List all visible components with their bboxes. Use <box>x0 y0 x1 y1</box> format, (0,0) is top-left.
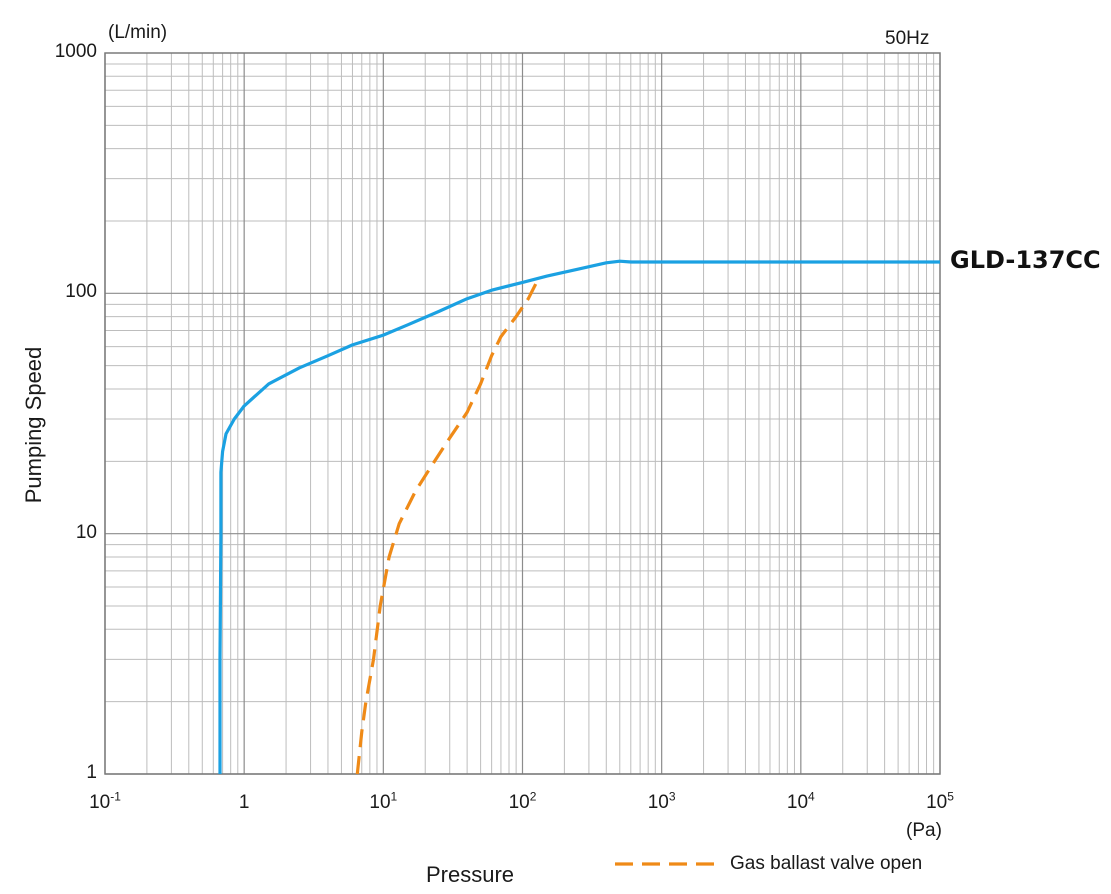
y-tick-label: 10 <box>75 521 97 543</box>
series-layer <box>218 259 940 775</box>
x-tick-exponent: 5 <box>947 789 954 804</box>
x-tick-base: 10 <box>786 792 809 813</box>
series-line-gas-ballast-valve-open <box>355 277 540 775</box>
x-tick-label: 104 <box>761 789 841 814</box>
series-label-gld-137cc: GLD-137CC <box>950 246 1101 274</box>
frequency-label: 50Hz <box>885 28 930 49</box>
x-tick-label: 102 <box>483 789 563 814</box>
plot-frame <box>104 52 941 775</box>
legend-label-gas-ballast: Gas ballast valve open <box>730 853 923 874</box>
x-tick-base: 10 <box>647 792 669 813</box>
x-axis-title: Pressure <box>426 862 515 887</box>
y-axis-unit: (L/min) <box>108 22 168 43</box>
y-tick-label: 1 <box>86 762 97 783</box>
y-tick-label: 100 <box>65 281 97 303</box>
major-gridlines <box>104 52 941 775</box>
x-tick-label: 1 <box>204 792 284 814</box>
x-tick-exponent: 1 <box>390 789 398 804</box>
x-tick-base: 10 <box>89 792 111 813</box>
x-tick-exponent: 2 <box>529 789 537 804</box>
y-tick-label: 1000 <box>54 41 97 62</box>
x-tick-label: 105 <box>900 789 980 814</box>
x-tick-exponent: 3 <box>668 789 676 804</box>
x-tick-label: 101 <box>343 789 423 814</box>
x-tick-exponent: 4 <box>808 789 815 804</box>
x-tick-base: 1 <box>238 792 250 813</box>
x-axis-unit: (Pa) <box>906 820 942 841</box>
x-tick-base: 10 <box>926 792 948 813</box>
series-line-gld-137cc <box>218 259 940 774</box>
y-axis-title: Pumping Speed <box>21 346 46 504</box>
x-tick-exponent: -1 <box>110 789 121 804</box>
x-tick-base: 10 <box>369 792 391 813</box>
x-tick-label: 103 <box>622 789 702 814</box>
x-tick-base: 10 <box>508 792 530 813</box>
x-tick-label: 10-1 <box>65 789 145 814</box>
